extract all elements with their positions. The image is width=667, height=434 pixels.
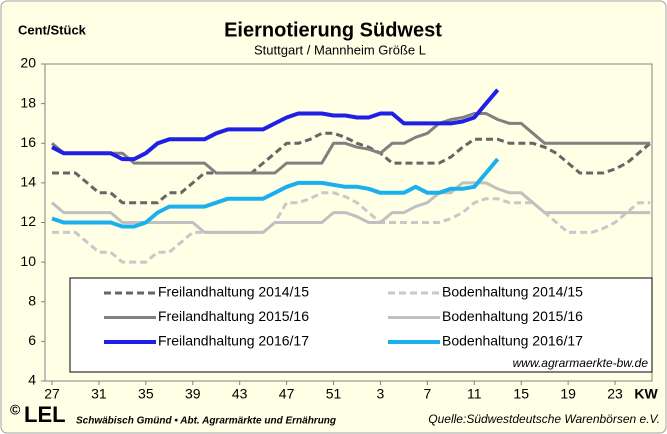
x-axis-label: KW: [634, 386, 658, 402]
copyright-sign: ©: [10, 402, 21, 418]
chart-title: Eiernotierung Südwest: [224, 19, 442, 41]
y-tick-label: 16: [20, 134, 36, 150]
series-line: [51, 181, 651, 234]
y-tick-label: 10: [20, 253, 36, 269]
legend-label: Freilandhaltung 2015/16: [158, 308, 309, 324]
legend-label: Freilandhaltung 2014/15: [158, 284, 309, 300]
x-tick-label: 23: [607, 386, 623, 402]
y-tick-label: 14: [20, 174, 36, 190]
x-tick-label: 3: [377, 386, 385, 402]
legend-label: Freilandhaltung 2016/17: [158, 333, 309, 349]
x-tick-label: 19: [560, 386, 576, 402]
series-line: [52, 191, 651, 264]
x-tick-label: 15: [513, 386, 529, 402]
x-tick-label: 11: [467, 386, 482, 402]
x-tick-label: 7: [423, 386, 431, 402]
x-tick-label: 27: [44, 386, 60, 402]
y-tick-label: 12: [20, 213, 36, 229]
logo: LEL: [24, 402, 66, 427]
y-tick-label: 8: [28, 292, 36, 308]
x-tick-label: 47: [279, 386, 295, 402]
y-tick-label: 20: [20, 55, 36, 71]
series-line: [51, 157, 500, 229]
series-line: [51, 112, 651, 175]
y-tick-label: 18: [20, 94, 36, 110]
footer-left: Schwäbisch Gmünd • Abt. Agrarmärkte und …: [76, 416, 336, 427]
x-tick-label: 39: [185, 386, 201, 402]
legend-label: Bodenhaltung 2014/15: [442, 284, 583, 300]
series-line: [52, 131, 652, 205]
x-tick-label: 51: [326, 386, 342, 402]
legend-box: [69, 277, 653, 373]
chart-subtitle: Stuttgart / Mannheim Größe L: [254, 42, 426, 57]
x-tick-label: 31: [91, 386, 107, 402]
y-axis-label: Cent/Stück: [18, 22, 87, 37]
legend-label: Bodenhaltung 2016/17: [442, 333, 583, 349]
footer-right: Quelle:Südwestdeutsche Warenbörsen e.V.: [428, 412, 660, 426]
series-line: [51, 88, 500, 162]
y-tick-label: 4: [28, 372, 36, 388]
source-url: www.agrarmaerkte-bw.de: [513, 356, 649, 370]
x-tick-label: 35: [138, 386, 154, 402]
legend-label: Bodenhaltung 2015/16: [442, 308, 583, 324]
y-tick-label: 6: [28, 332, 36, 348]
x-tick-label: 43: [232, 386, 248, 402]
